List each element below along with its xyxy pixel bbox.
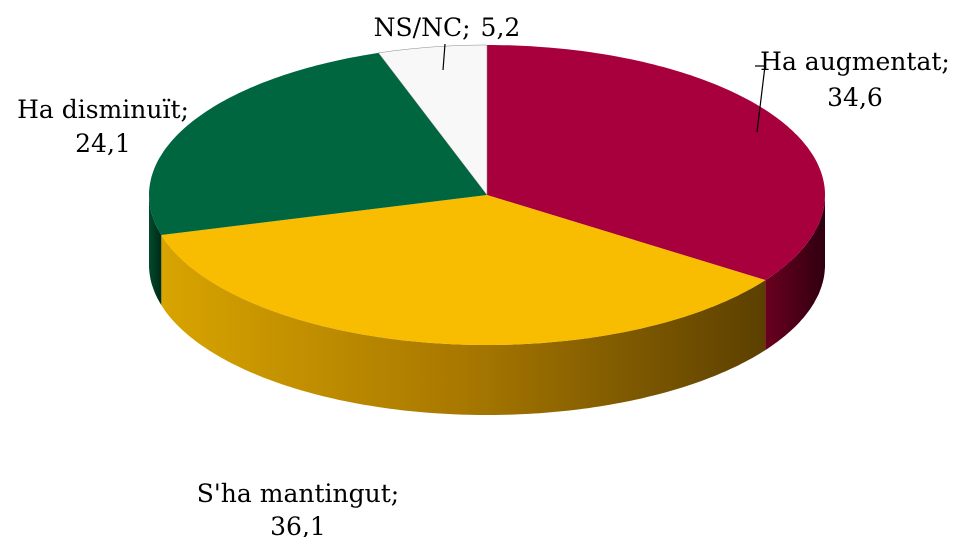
slice [161, 195, 766, 345]
slice [487, 45, 825, 281]
leader-line [442, 43, 446, 71]
category-label: S'ha mantingut [197, 479, 391, 508]
slice [378, 44, 488, 196]
value-label: 24,1 [75, 129, 131, 158]
data-label: S'ha mantingut; [197, 479, 399, 508]
slice-side [149, 195, 162, 305]
label-separator: ; [941, 47, 949, 76]
value-label: 34,6 [827, 83, 883, 112]
label-separator: ; [462, 13, 470, 42]
data-label: Ha augmentat; [760, 47, 950, 76]
label-separator: ; [391, 479, 399, 508]
category-label: NS/NC [374, 13, 462, 42]
data-label: Ha disminuït; [17, 95, 189, 124]
slice [149, 52, 487, 236]
data-label: NS/NC; 5,2 [374, 13, 521, 42]
category-label: Ha augmentat [760, 47, 941, 76]
leader-line [755, 65, 766, 133]
value-label: 36,1 [270, 512, 326, 537]
category-label: Ha disminuït [17, 95, 180, 124]
slice-side [765, 195, 825, 351]
value-label: 5,2 [481, 13, 521, 42]
label-separator: ; [181, 95, 189, 124]
slice-side [161, 235, 766, 415]
